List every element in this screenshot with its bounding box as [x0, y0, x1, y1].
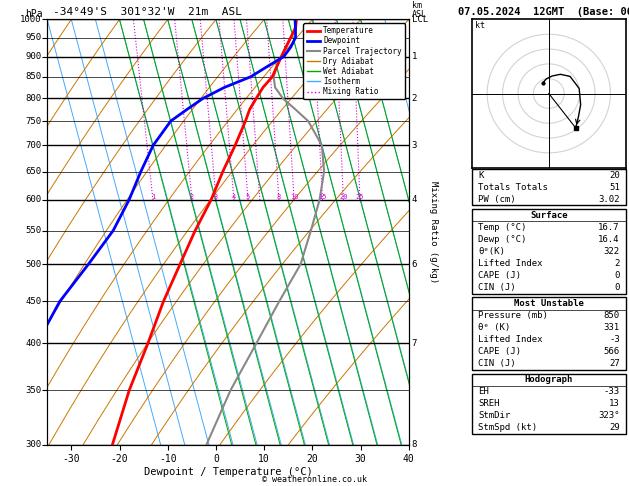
Text: 1: 1 [412, 52, 417, 61]
Text: 2: 2 [412, 94, 417, 103]
Y-axis label: Mixing Ratio (g/kg): Mixing Ratio (g/kg) [429, 181, 438, 283]
Text: θᵉ(K): θᵉ(K) [478, 247, 505, 256]
Text: K: K [478, 171, 483, 180]
Text: 750: 750 [26, 117, 42, 125]
Text: θᵉ (K): θᵉ (K) [478, 323, 510, 332]
Text: 3: 3 [412, 141, 417, 150]
Text: StmSpd (kt): StmSpd (kt) [478, 423, 537, 433]
Text: 16.4: 16.4 [598, 235, 620, 244]
Text: 650: 650 [26, 167, 42, 176]
Text: © weatheronline.co.uk: © weatheronline.co.uk [262, 474, 367, 484]
Text: 400: 400 [26, 339, 42, 347]
Text: 29: 29 [609, 423, 620, 433]
Text: Lifted Index: Lifted Index [478, 259, 542, 268]
Text: 8: 8 [412, 440, 417, 449]
Text: 323°: 323° [598, 412, 620, 420]
Text: Totals Totals: Totals Totals [478, 183, 548, 191]
Text: Most Unstable: Most Unstable [514, 299, 584, 308]
Text: EH: EH [478, 387, 489, 396]
Text: 850: 850 [604, 311, 620, 320]
Text: CIN (J): CIN (J) [478, 359, 516, 368]
Text: 8: 8 [277, 194, 281, 200]
Text: 0: 0 [615, 271, 620, 280]
Text: 322: 322 [604, 247, 620, 256]
Text: 7: 7 [412, 339, 417, 347]
Text: 4: 4 [412, 195, 417, 205]
Text: 700: 700 [26, 141, 42, 150]
Text: 900: 900 [26, 52, 42, 61]
Text: 15: 15 [318, 194, 327, 200]
Text: 2: 2 [615, 259, 620, 268]
Text: Surface: Surface [530, 211, 567, 220]
Text: CAPE (J): CAPE (J) [478, 271, 521, 280]
Text: 13: 13 [609, 399, 620, 408]
Text: 6: 6 [412, 260, 417, 269]
Text: 850: 850 [26, 72, 42, 81]
Text: Temp (°C): Temp (°C) [478, 223, 526, 232]
Text: 07.05.2024  12GMT  (Base: 06): 07.05.2024 12GMT (Base: 06) [458, 7, 629, 17]
Text: 450: 450 [26, 297, 42, 306]
Text: Dewp (°C): Dewp (°C) [478, 235, 526, 244]
Text: LCL: LCL [412, 15, 428, 24]
Text: 10: 10 [290, 194, 298, 200]
Text: Lifted Index: Lifted Index [478, 335, 542, 344]
Text: hPa: hPa [25, 9, 43, 18]
Text: 2: 2 [190, 194, 194, 200]
Text: 800: 800 [26, 94, 42, 103]
Text: 0: 0 [615, 283, 620, 292]
Text: -3: -3 [609, 335, 620, 344]
X-axis label: Dewpoint / Temperature (°C): Dewpoint / Temperature (°C) [143, 467, 313, 477]
Text: 25: 25 [355, 194, 364, 200]
Text: 20: 20 [609, 171, 620, 180]
Text: 5: 5 [246, 194, 250, 200]
Text: 20: 20 [339, 194, 348, 200]
Text: 1000: 1000 [20, 15, 42, 24]
Text: Pressure (mb): Pressure (mb) [478, 311, 548, 320]
Text: Hodograph: Hodograph [525, 375, 573, 384]
Text: 16.7: 16.7 [598, 223, 620, 232]
Text: 550: 550 [26, 226, 42, 235]
Legend: Temperature, Dewpoint, Parcel Trajectory, Dry Adiabat, Wet Adiabat, Isotherm, Mi: Temperature, Dewpoint, Parcel Trajectory… [303, 23, 405, 99]
Text: -34°49'S  301°32'W  21m  ASL: -34°49'S 301°32'W 21m ASL [53, 7, 242, 17]
Text: 27: 27 [609, 359, 620, 368]
Text: CAPE (J): CAPE (J) [478, 347, 521, 356]
Text: StmDir: StmDir [478, 412, 510, 420]
Text: 51: 51 [609, 183, 620, 191]
Text: 3.02: 3.02 [598, 195, 620, 204]
Text: PW (cm): PW (cm) [478, 195, 516, 204]
Text: 566: 566 [604, 347, 620, 356]
Text: SREH: SREH [478, 399, 499, 408]
Text: 600: 600 [26, 195, 42, 205]
Text: -33: -33 [604, 387, 620, 396]
Text: 1: 1 [151, 194, 155, 200]
Text: 950: 950 [26, 33, 42, 42]
Text: km
ASL: km ASL [412, 1, 426, 18]
Text: 3: 3 [214, 194, 218, 200]
Text: 4: 4 [231, 194, 236, 200]
Text: CIN (J): CIN (J) [478, 283, 516, 292]
Text: 300: 300 [26, 440, 42, 449]
Text: 350: 350 [26, 386, 42, 395]
Text: 500: 500 [26, 260, 42, 269]
Text: 331: 331 [604, 323, 620, 332]
Text: kt: kt [475, 21, 485, 30]
